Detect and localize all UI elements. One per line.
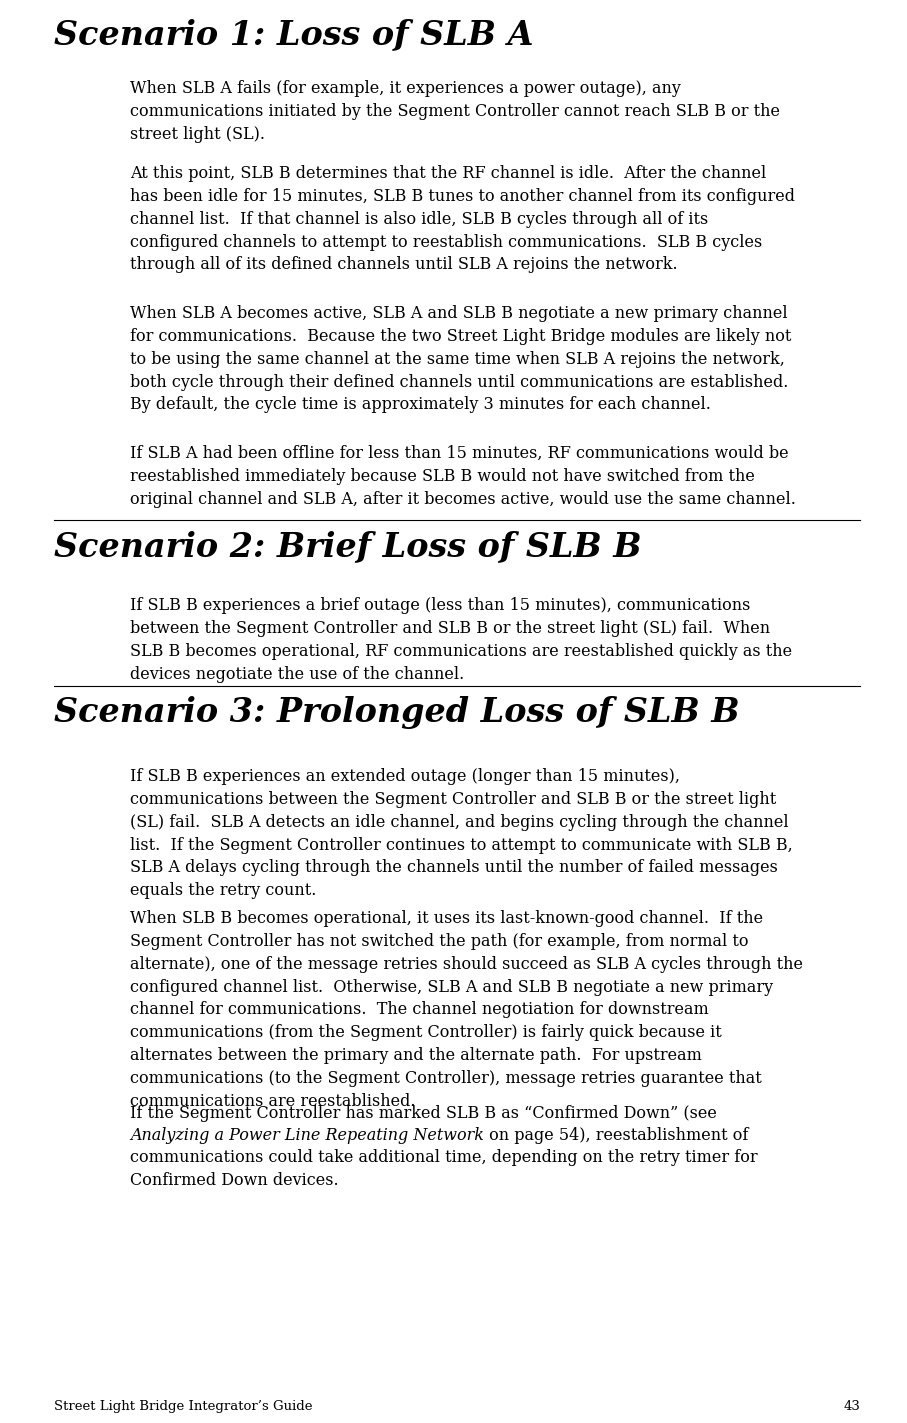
Text: Confirmed Down devices.: Confirmed Down devices. xyxy=(130,1171,338,1188)
Text: communications could take additional time, depending on the retry timer for: communications could take additional tim… xyxy=(130,1150,757,1167)
Text: If SLB B experiences an extended outage (longer than 15 minutes),
communications: If SLB B experiences an extended outage … xyxy=(130,768,793,899)
Text: When SLB A becomes active, SLB A and SLB B negotiate a new primary channel
for c: When SLB A becomes active, SLB A and SLB… xyxy=(130,305,792,414)
Text: Scenario 1: Loss of SLB A: Scenario 1: Loss of SLB A xyxy=(54,18,533,51)
Text: If the Segment Controller has marked SLB B as “Confirmed Down” (see: If the Segment Controller has marked SLB… xyxy=(130,1106,717,1121)
Text: 43: 43 xyxy=(844,1400,860,1413)
Text: When SLB A fails (for example, it experiences a power outage), any
communication: When SLB A fails (for example, it experi… xyxy=(130,80,780,142)
Text: Scenario 3: Prolonged Loss of SLB B: Scenario 3: Prolonged Loss of SLB B xyxy=(54,696,739,729)
Text: If SLB A had been offline for less than 15 minutes, RF communications would be
r: If SLB A had been offline for less than … xyxy=(130,445,795,508)
Text: At this point, SLB B determines that the RF channel is idle.  After the channel
: At this point, SLB B determines that the… xyxy=(130,165,795,273)
Text: Street Light Bridge Integrator’s Guide: Street Light Bridge Integrator’s Guide xyxy=(54,1400,313,1413)
Text: When SLB B becomes operational, it uses its last-known-good channel.  If the
Seg: When SLB B becomes operational, it uses … xyxy=(130,909,803,1110)
Text: on page 54), reestablishment of: on page 54), reestablishment of xyxy=(484,1127,748,1144)
Text: If SLB B experiences a brief outage (less than 15 minutes), communications
betwe: If SLB B experiences a brief outage (les… xyxy=(130,598,792,683)
Text: Analyzing a Power Line Repeating Network: Analyzing a Power Line Repeating Network xyxy=(130,1127,484,1144)
Text: Scenario 2: Brief Loss of SLB B: Scenario 2: Brief Loss of SLB B xyxy=(54,529,641,564)
